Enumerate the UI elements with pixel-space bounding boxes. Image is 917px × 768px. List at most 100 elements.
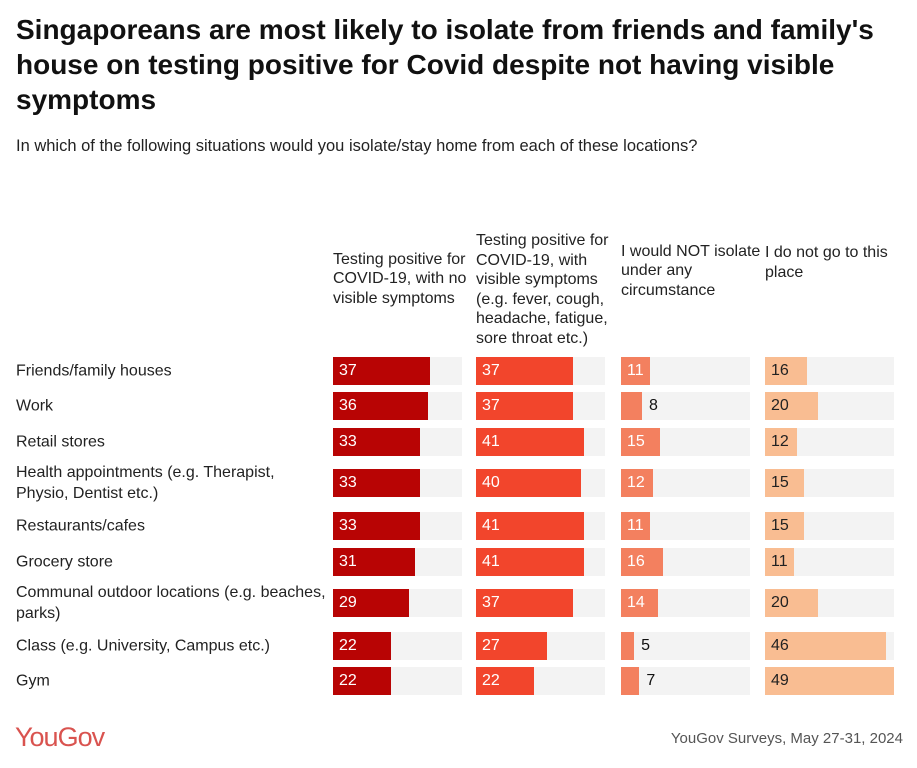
row-label: Gym xyxy=(16,672,50,690)
column-header: Testing positive for COVID-19, with no v… xyxy=(333,250,467,307)
column-header: I would NOT isolate under any circumstan… xyxy=(621,242,761,299)
bar-track: 27 xyxy=(476,632,605,660)
row-label: Retail stores xyxy=(16,433,105,451)
bar-track: 14 xyxy=(621,589,750,617)
bar-track: 41 xyxy=(476,512,605,540)
bar-track: 33 xyxy=(333,469,462,497)
bar-track: 41 xyxy=(476,428,605,456)
bar xyxy=(621,392,643,420)
bar-track: 7 xyxy=(621,667,750,695)
bar-track: 46 xyxy=(765,632,894,660)
row-label: Class (e.g. University, Campus etc.) xyxy=(16,637,270,655)
bar xyxy=(621,469,653,497)
bar-track: 15 xyxy=(765,469,894,497)
data-label: 16 xyxy=(627,553,645,570)
bar-track: 12 xyxy=(765,428,894,456)
bar xyxy=(476,548,584,576)
bar-track: 37 xyxy=(476,392,605,420)
bar xyxy=(765,667,894,695)
bar-track: 11 xyxy=(765,548,894,576)
data-label: 20 xyxy=(771,594,789,611)
bar xyxy=(621,632,635,660)
bar xyxy=(765,357,808,385)
data-label: 5 xyxy=(641,637,651,654)
bar xyxy=(476,632,548,660)
bar-track: 20 xyxy=(765,392,894,420)
bar-track: 33 xyxy=(333,512,462,540)
data-label: 41 xyxy=(482,553,500,570)
bar xyxy=(476,392,574,420)
column-header: Testing positive for COVID-19, with visi… xyxy=(476,232,609,347)
bar xyxy=(621,589,658,617)
yougov-logo: YouGov xyxy=(15,722,105,752)
bar xyxy=(765,512,805,540)
data-label: 33 xyxy=(339,474,357,491)
bar xyxy=(476,667,534,695)
row-label: Grocery store xyxy=(16,553,113,571)
data-label: 49 xyxy=(771,672,789,689)
data-label: 37 xyxy=(482,362,500,379)
bar-track: 15 xyxy=(621,428,750,456)
bar-track: 8 xyxy=(621,392,750,420)
row-label: Health appointments (e.g. Therapist, Phy… xyxy=(16,464,275,502)
bar xyxy=(765,392,818,420)
bar xyxy=(333,589,410,617)
bar xyxy=(333,632,391,660)
data-label: 22 xyxy=(482,672,500,689)
bar-track: 11 xyxy=(621,357,750,385)
bar-track: 16 xyxy=(621,548,750,576)
bar-track: 22 xyxy=(333,632,462,660)
bar xyxy=(476,512,584,540)
column-header: I do not go to this place xyxy=(765,244,888,281)
chart-title: Singaporeans are most likely to isolate … xyxy=(16,14,874,115)
bar xyxy=(476,428,584,456)
bar-track: 22 xyxy=(476,667,605,695)
data-label: 40 xyxy=(482,474,500,491)
bar-track: 37 xyxy=(333,357,462,385)
data-label: 31 xyxy=(339,553,357,570)
bar xyxy=(333,512,420,540)
bar-track: 29 xyxy=(333,589,462,617)
data-label: 11 xyxy=(627,517,644,534)
data-label: 15 xyxy=(771,517,789,534)
data-label: 12 xyxy=(627,474,645,491)
bar xyxy=(765,632,887,660)
data-label: 37 xyxy=(482,594,500,611)
bar-track: 20 xyxy=(765,589,894,617)
data-label: 29 xyxy=(339,594,357,611)
data-label: 37 xyxy=(482,397,500,414)
bar-track: 5 xyxy=(621,632,750,660)
bar-track: 37 xyxy=(476,589,605,617)
bar xyxy=(765,589,818,617)
data-label: 22 xyxy=(339,672,357,689)
bar-track: 31 xyxy=(333,548,462,576)
bar xyxy=(621,428,661,456)
data-label: 41 xyxy=(482,433,500,450)
data-label: 36 xyxy=(339,397,357,414)
bar-track: 41 xyxy=(476,548,605,576)
bar-track: 15 xyxy=(765,512,894,540)
bar xyxy=(333,392,428,420)
bar-track: 11 xyxy=(621,512,750,540)
data-label: 15 xyxy=(771,474,789,491)
chart-subtitle: In which of the following situations wou… xyxy=(16,137,698,155)
bar xyxy=(621,512,650,540)
bar xyxy=(621,357,650,385)
data-label: 11 xyxy=(771,553,788,570)
data-label: 15 xyxy=(627,433,645,450)
bar xyxy=(333,667,391,695)
bar-track: 37 xyxy=(476,357,605,385)
row-label: Friends/family houses xyxy=(16,362,172,380)
bar xyxy=(765,548,794,576)
data-label: 7 xyxy=(646,672,656,689)
bar-track: 49 xyxy=(765,667,894,695)
row-label: Work xyxy=(16,397,54,415)
bar xyxy=(333,428,420,456)
bar-track: 33 xyxy=(333,428,462,456)
data-label: 41 xyxy=(482,517,500,534)
bar-track: 12 xyxy=(621,469,750,497)
bar xyxy=(333,357,431,385)
bar xyxy=(476,469,582,497)
data-label: 33 xyxy=(339,433,357,450)
bar-track: 40 xyxy=(476,469,605,497)
